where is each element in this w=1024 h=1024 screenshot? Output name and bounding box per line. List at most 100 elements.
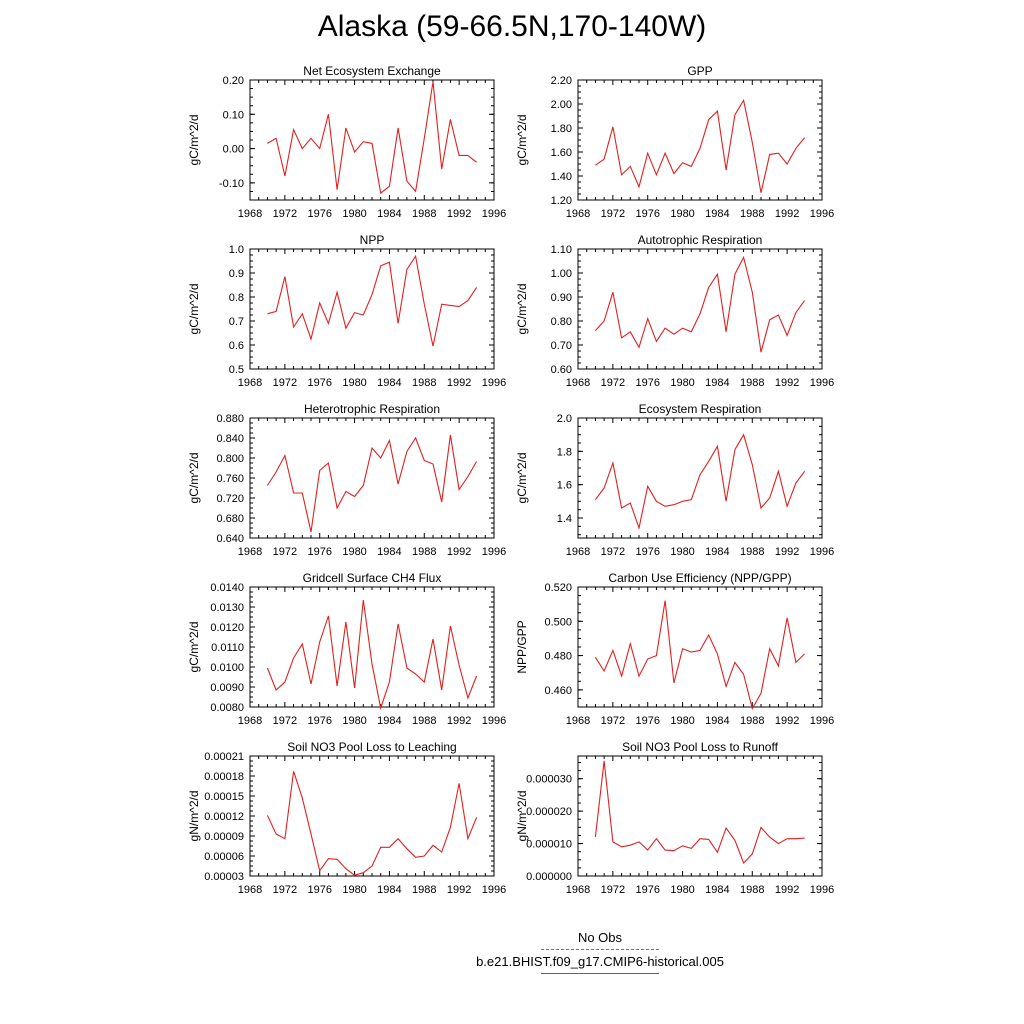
plot-frame (577, 586, 823, 708)
page-title: Alaska (59-66.5N,170-140W) (317, 10, 707, 43)
x-tick-label: 1988 (740, 208, 764, 220)
chart-title: Ecosystem Respiration (639, 402, 762, 416)
legend-swatch-dashed (541, 949, 659, 950)
plot-frame (577, 755, 823, 877)
y-tick-label: 0.5 (229, 364, 244, 376)
y-tick-label: 0.20 (223, 75, 244, 87)
x-tick-label: 1984 (377, 884, 401, 896)
y-tick-label: 0.640 (216, 533, 244, 545)
y-tick-label: 0.680 (216, 513, 244, 525)
x-tick-label: 1972 (601, 884, 625, 896)
x-tick-label: 1980 (670, 546, 694, 558)
x-tick-label: 1996 (482, 208, 506, 220)
x-tick-label: 1980 (342, 377, 366, 389)
x-tick-label: 1972 (601, 377, 625, 389)
y-tick-label: 0.10 (223, 109, 244, 121)
x-tick-label: 1992 (447, 884, 471, 896)
y-tick-label: 0.00009 (204, 831, 244, 843)
x-tick-label: 1968 (238, 208, 262, 220)
y-tick-label: 1.60 (551, 147, 572, 159)
y-tick-label: 0.70 (551, 340, 572, 352)
legend-label: b.e21.BHIST.f09_g17.CMIP6-historical.005 (476, 954, 724, 969)
x-tick-label: 1996 (810, 546, 834, 558)
chart-panel: Autotrophic Respiration gC/m^2/d 1968 1972 1… (515, 233, 834, 389)
y-tick-label: 0.00015 (204, 791, 244, 803)
x-tick-label: 1996 (482, 377, 506, 389)
y-tick-label: -0.10 (219, 178, 244, 190)
x-tick-label: 1996 (810, 377, 834, 389)
x-tick-label: 1980 (670, 715, 694, 727)
x-tick-label: 1980 (342, 208, 366, 220)
chart-title: GPP (687, 64, 712, 78)
y-tick-label: 0.60 (551, 364, 572, 376)
chart-panel: Carbon Use Efficiency (NPP/GPP) NPP/GPP 19… (515, 571, 834, 727)
x-tick-label: 1968 (566, 208, 590, 220)
y-tick-label: 0.0140 (210, 582, 244, 594)
plot-frame (577, 248, 823, 370)
x-tick-label: 1984 (377, 546, 401, 558)
plot-frame (249, 248, 495, 370)
x-tick-label: 1988 (412, 884, 436, 896)
x-tick-label: 1980 (670, 377, 694, 389)
y-axis-label: gN/m^2/d (515, 791, 529, 842)
y-tick-label: 2.0 (557, 413, 572, 425)
y-tick-label: 0.0100 (210, 662, 244, 674)
chart-title: Gridcell Surface CH4 Flux (303, 571, 442, 585)
x-tick-label: 1992 (775, 377, 799, 389)
y-tick-label: 1.8 (557, 446, 572, 458)
y-tick-label: 0.0090 (210, 682, 244, 694)
x-tick-label: 1976 (635, 377, 659, 389)
x-tick-label: 1976 (307, 208, 331, 220)
x-tick-label: 1992 (447, 546, 471, 558)
y-axis-label: gC/m^2/d (515, 115, 529, 166)
chart-panel: Net Ecosystem Exchange gC/m^2/d 1968 1972 19… (187, 64, 506, 220)
y-tick-label: 0.000030 (526, 774, 572, 786)
x-tick-label: 1988 (412, 546, 436, 558)
x-tick-label: 1972 (273, 715, 297, 727)
chart-panel: NPP gC/m^2/d 1968 1972 1976 1980 1984 1988 1992 1… (187, 233, 506, 389)
y-tick-label: 0.00006 (204, 851, 244, 863)
x-tick-label: 1992 (447, 208, 471, 220)
x-tick-label: 1988 (412, 377, 436, 389)
series-line (266, 434, 478, 533)
x-tick-label: 1972 (273, 884, 297, 896)
x-tick-label: 1984 (705, 377, 729, 389)
y-tick-label: 1.20 (551, 195, 572, 207)
x-tick-label: 1984 (377, 208, 401, 220)
x-tick-label: 1992 (775, 884, 799, 896)
x-tick-label: 1980 (342, 715, 366, 727)
y-tick-label: 1.80 (551, 123, 572, 135)
x-tick-label: 1992 (775, 715, 799, 727)
y-tick-label: 0.9 (229, 268, 244, 280)
legend-item-no-obs: No Obs (430, 930, 770, 950)
y-tick-label: 0.0110 (211, 642, 244, 654)
x-tick-label: 1968 (238, 884, 262, 896)
y-tick-label: 0.760 (216, 473, 244, 485)
x-tick-label: 1996 (482, 715, 506, 727)
x-tick-label: 1988 (740, 715, 764, 727)
series-line (266, 599, 478, 711)
x-tick-label: 1976 (307, 715, 331, 727)
y-tick-label: 0.840 (216, 433, 244, 445)
x-tick-label: 1968 (238, 377, 262, 389)
y-tick-label: 0.8 (229, 292, 244, 304)
x-tick-label: 1980 (670, 884, 694, 896)
x-tick-label: 1996 (810, 208, 834, 220)
x-tick-label: 1992 (775, 208, 799, 220)
series-line (266, 771, 478, 876)
y-tick-label: 2.20 (551, 75, 572, 87)
plot-frame (249, 586, 495, 708)
y-tick-label: 2.00 (551, 99, 572, 111)
chart-panel: Gridcell Surface CH4 Flux gC/m^2/d 1968 197… (187, 571, 506, 727)
x-tick-label: 1988 (412, 715, 436, 727)
y-tick-label: 0.7 (229, 316, 244, 328)
y-tick-label: 0.460 (544, 685, 572, 697)
x-tick-label: 1996 (482, 546, 506, 558)
series-line (594, 255, 806, 353)
y-axis-label: gC/m^2/d (515, 453, 529, 504)
plot-frame (577, 417, 823, 539)
y-tick-label: 0.000020 (526, 806, 572, 818)
x-tick-label: 1984 (377, 715, 401, 727)
x-tick-label: 1976 (635, 884, 659, 896)
series-line (594, 600, 805, 711)
